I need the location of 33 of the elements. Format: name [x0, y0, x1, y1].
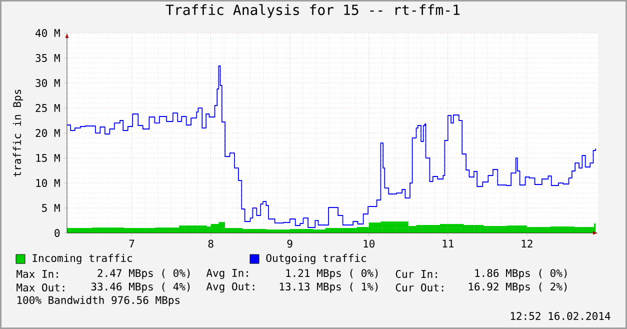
x-tick-label: 11: [442, 240, 454, 248]
text: 16.92 MBps ( 2%): [468, 282, 567, 293]
text: Cur Out:: [396, 284, 444, 292]
y-tick-label: 5 M: [42, 204, 60, 212]
y-tick-label: 30 M: [36, 79, 60, 87]
text: 1.21 MBps ( 0%): [286, 268, 378, 280]
x-tick-label: 12: [522, 240, 532, 248]
x-tick-label: 8: [208, 240, 214, 248]
y-tick-label: 20 M: [36, 129, 60, 137]
y-tick-label: 0: [54, 229, 60, 237]
x-tick-label: 10: [364, 240, 374, 248]
text: Max Out:: [16, 284, 64, 292]
x-tick-label: 7: [129, 240, 134, 248]
legend-label: Outgoing traffic: [266, 254, 366, 264]
text: 100% Bandwidth 976.56 MBps: [17, 296, 180, 306]
text: 33.46 MBps ( 4%): [91, 282, 190, 293]
text: Avg In:: [206, 269, 248, 279]
y-axis-title: traffic in Bps: [12, 90, 24, 177]
text: Avg Out:: [206, 282, 254, 293]
text: Max In:: [16, 270, 58, 278]
legend-label: Incoming traffic: [32, 254, 132, 264]
text: 2.47 MBps ( 0%): [98, 268, 190, 280]
text: 12:52 16.02.2014: [510, 312, 610, 320]
text: 13.13 MBps ( 1%): [280, 282, 378, 293]
text: Cur In:: [396, 270, 437, 278]
y-tick-label: 35 M: [36, 54, 60, 62]
text: 1.86 MBps ( 0%): [475, 268, 567, 280]
chart-title: Traffic Analysis for 15 -- rt-ffm-1: [166, 4, 460, 18]
y-tick-label: 10 M: [36, 179, 60, 187]
y-tick-label: 25 M: [36, 104, 60, 112]
y-tick-label: 15 M: [36, 154, 60, 162]
x-tick-label: 9: [287, 240, 292, 248]
y-tick-label: 40 M: [36, 29, 60, 37]
